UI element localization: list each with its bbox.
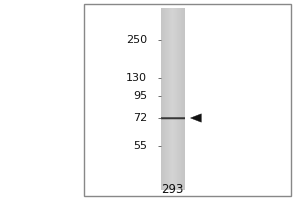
Bar	[182, 8, 183, 190]
Bar	[160, 118, 184, 119]
Bar	[179, 8, 180, 190]
Text: 293: 293	[161, 183, 184, 196]
Bar	[180, 8, 181, 190]
Bar	[165, 8, 166, 190]
Bar	[84, 4, 291, 196]
Bar	[176, 8, 177, 190]
Bar	[164, 8, 165, 190]
Bar	[173, 8, 174, 190]
Bar	[175, 8, 176, 190]
Bar	[174, 8, 175, 190]
Text: 72: 72	[133, 113, 147, 123]
Bar	[170, 8, 171, 190]
Bar	[183, 8, 184, 190]
Bar	[162, 8, 163, 190]
Bar	[168, 8, 169, 190]
Bar	[181, 8, 182, 190]
Bar	[171, 8, 172, 190]
Text: 130: 130	[126, 73, 147, 83]
Bar	[178, 8, 179, 190]
Bar	[160, 116, 184, 117]
Bar	[169, 8, 170, 190]
Bar	[167, 8, 168, 190]
Bar	[166, 8, 167, 190]
Text: 95: 95	[133, 91, 147, 101]
Bar	[172, 8, 173, 190]
Bar	[161, 8, 162, 190]
Bar	[160, 8, 161, 190]
Bar	[163, 8, 164, 190]
Bar	[177, 8, 178, 190]
Text: 250: 250	[126, 35, 147, 45]
Polygon shape	[190, 114, 201, 122]
Text: 55: 55	[133, 141, 147, 151]
